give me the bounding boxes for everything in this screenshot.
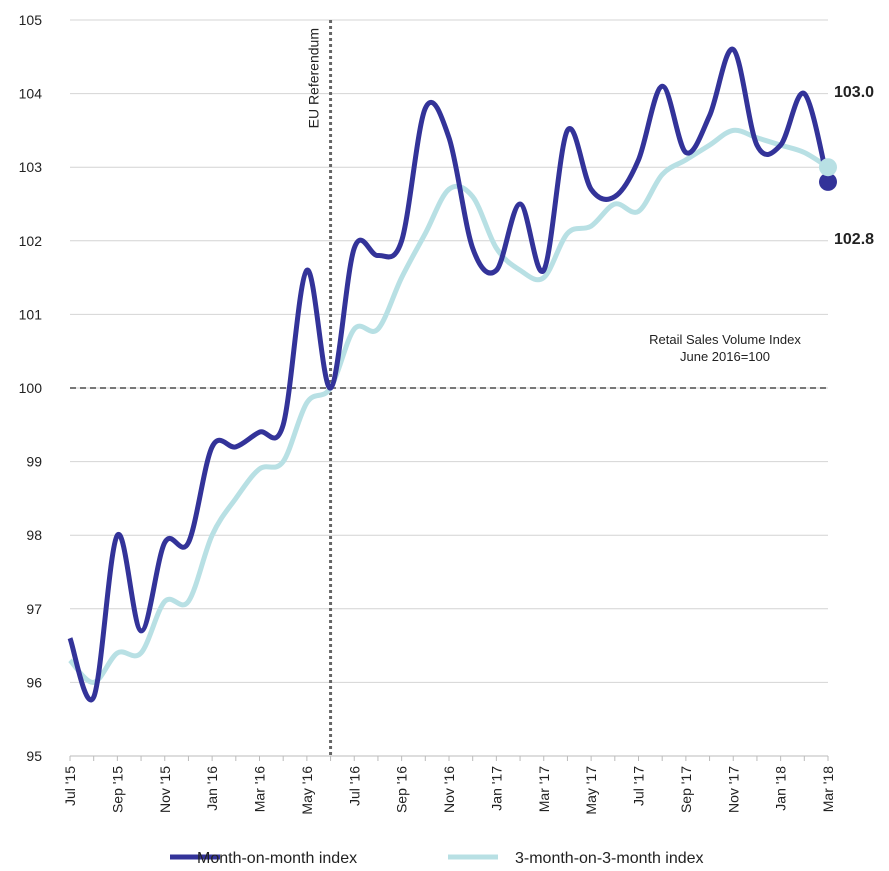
x-tick-label: Mar '17 [536, 766, 552, 812]
series-line [68, 127, 830, 685]
series-line [67, 46, 831, 703]
end-marker [819, 172, 837, 191]
y-tick-label: 95 [26, 748, 42, 764]
x-tick-label: Jul '15 [62, 766, 78, 806]
y-tick-label: 105 [19, 12, 43, 28]
x-tick-label: May '16 [299, 766, 315, 815]
referendum-label: EU Referendum [306, 28, 322, 128]
x-tick-label: Mar '16 [252, 766, 268, 812]
x-tick-label: Sep '16 [394, 766, 410, 813]
value-label: 102.8 [834, 231, 874, 248]
y-tick-label: 102 [19, 233, 43, 249]
x-tick-label: Jan '17 [488, 766, 504, 811]
annotation: June 2016=100 [680, 349, 770, 364]
y-tick-label: 96 [26, 674, 42, 690]
value-label: 103.0 [834, 84, 874, 101]
x-tick-label: Jan '16 [204, 766, 220, 811]
legend-label: Month-on-month index [197, 850, 357, 866]
x-tick-label: Sep '15 [109, 766, 125, 813]
y-tick-label: 104 [19, 86, 43, 102]
x-tick-label: May '17 [583, 766, 599, 815]
x-tick-label: Nov '17 [725, 766, 741, 813]
end-marker [819, 158, 837, 177]
x-tick-label: Nov '15 [157, 766, 173, 813]
annotation: Retail Sales Volume Index [649, 332, 801, 347]
x-tick-label: Mar '18 [820, 766, 836, 812]
y-tick-label: 98 [26, 527, 42, 543]
legend-label: 3-month-on-3-month index [515, 850, 704, 866]
y-tick-label: 100 [19, 380, 43, 396]
x-tick-label: Jul '16 [346, 766, 362, 806]
y-tick-label: 103 [19, 159, 43, 175]
x-tick-label: Sep '17 [678, 766, 694, 813]
y-tick-label: 101 [19, 306, 43, 322]
x-tick-label: Jul '17 [631, 766, 647, 806]
x-tick-label: Nov '16 [441, 766, 457, 813]
x-tick-label: Jan '18 [773, 766, 789, 811]
y-tick-label: 97 [26, 601, 42, 617]
y-tick-label: 99 [26, 454, 42, 470]
